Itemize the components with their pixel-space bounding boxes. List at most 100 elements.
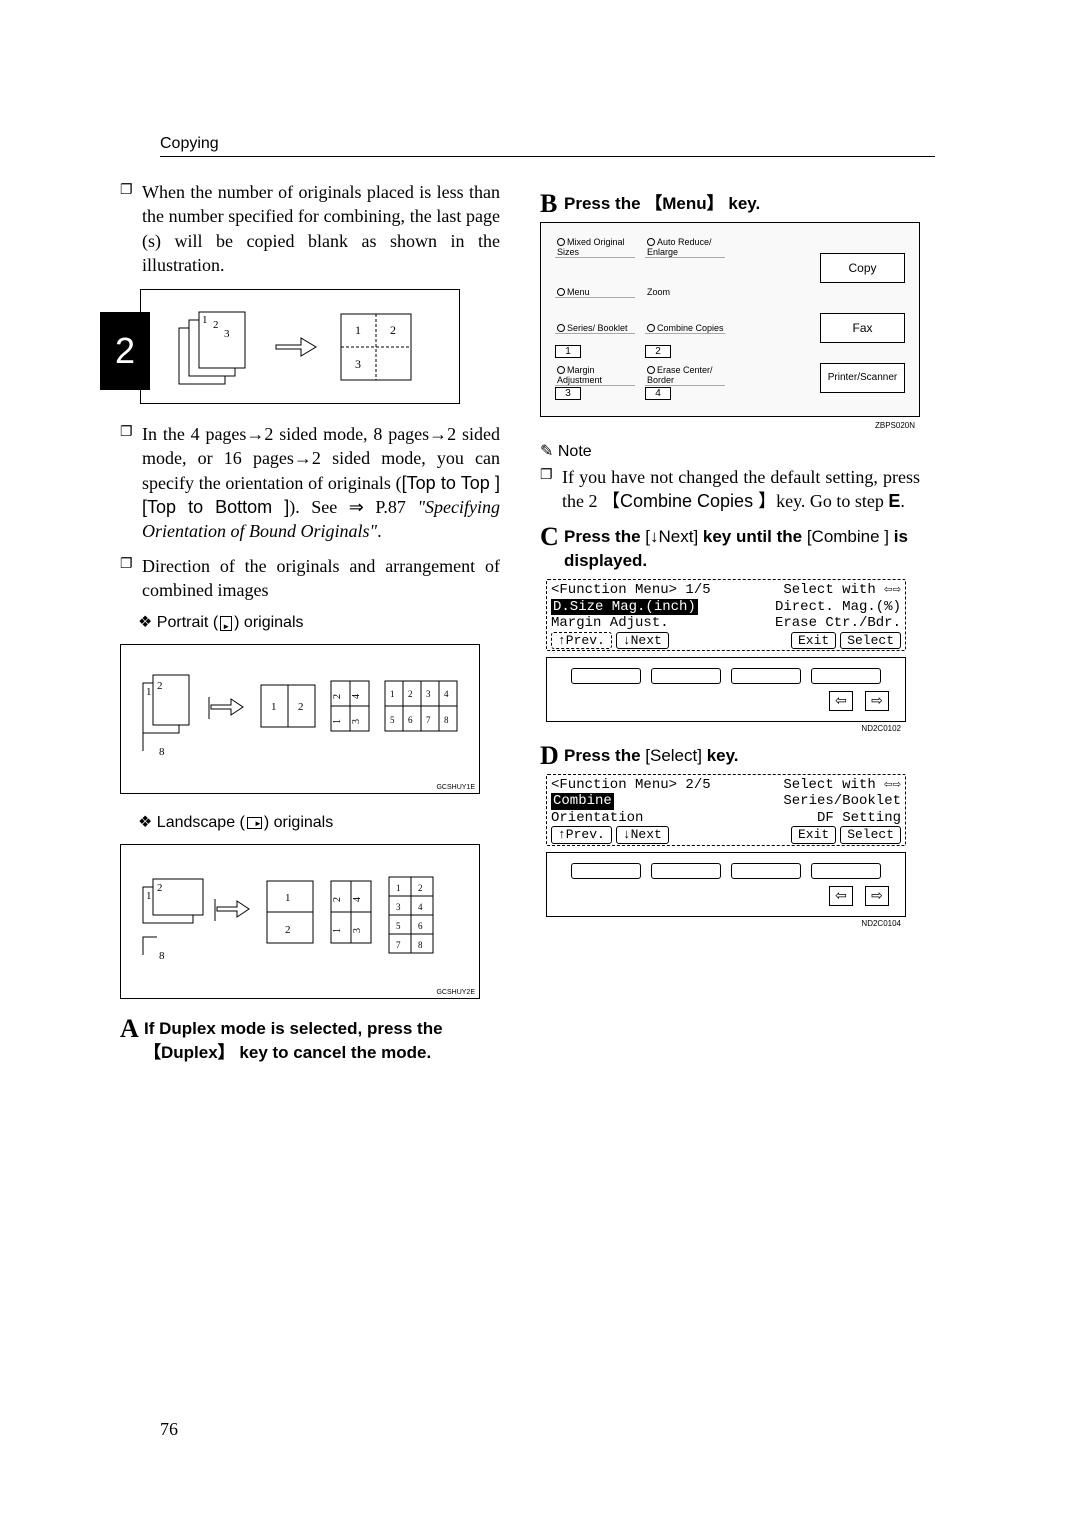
right-arrow-icon: ⇨: [865, 886, 889, 906]
arrow-keys-2: ⇦ ⇨: [829, 886, 889, 906]
soft-buttons-2-row: [571, 863, 881, 879]
svg-text:2: 2: [213, 319, 219, 331]
svg-text:1: 1: [285, 892, 291, 904]
para-less-originals: When the number of originals placed is l…: [120, 180, 500, 277]
panel-num-2: 2: [645, 345, 671, 358]
lcd1-select-button: Select: [840, 632, 901, 649]
step-c-text-a: Press the: [564, 527, 645, 546]
soft-button: [651, 668, 721, 684]
lcd1-row2: D.Size Mag.(inch)Direct. Mag.(%): [551, 599, 901, 616]
svg-text:2: 2: [408, 689, 413, 699]
step-a-text-b: key to cancel the mode.: [235, 1043, 432, 1062]
panel-copy-button: Copy: [820, 253, 905, 283]
diagram-landscape-label: GCSHUY2E: [436, 989, 475, 996]
para-orientation-b: ). See ⇒ P.87: [289, 497, 417, 517]
svg-text:4: 4: [352, 897, 363, 902]
panel-num-3: 3: [555, 387, 581, 400]
diagram-landscape: 1 2 8 1 2 2 4 1 3: [120, 844, 480, 999]
combine-copies-key: 【Combine Copies 】: [602, 491, 776, 511]
next-key: [↓Next]: [645, 527, 698, 546]
soft-button: [731, 668, 801, 684]
step-b-text-b: key.: [724, 194, 761, 213]
panel-erase: Erase Center/ Border: [645, 365, 725, 386]
lcd2-row3: OrientationDF Setting: [551, 810, 901, 827]
step-d-text-b: key.: [702, 746, 739, 765]
arrow-keys-1: ⇦ ⇨: [829, 691, 889, 711]
svg-text:1: 1: [146, 890, 152, 902]
svg-text:7: 7: [396, 940, 401, 950]
panel-fax-button: Fax: [820, 313, 905, 343]
lcd2-buttons: ↑Prev. ↓Next Exit Select: [551, 826, 901, 843]
portrait-icon: [220, 616, 232, 631]
svg-text:4: 4: [418, 902, 423, 912]
left-column: When the number of originals placed is l…: [120, 180, 500, 1071]
sub-portrait-b: ) originals: [234, 614, 303, 631]
step-c: C Press the [↓Next] key until the [Combi…: [540, 525, 920, 573]
svg-text:1: 1: [355, 323, 361, 337]
content-columns: When the number of originals placed is l…: [120, 180, 940, 1071]
diagram-blank-illustration: 1 2 3 1 2 3: [140, 289, 460, 404]
lcd2-row2: CombineSeries/Booklet: [551, 793, 901, 810]
control-panel-diagram: Mixed Original Sizes Auto Reduce/ Enlarg…: [540, 222, 920, 417]
svg-text:1: 1: [332, 719, 343, 724]
svg-text:2: 2: [157, 882, 163, 894]
lcd1-buttons: ↑Prev. ↓Next Exit Select: [551, 632, 901, 649]
svg-text:1: 1: [396, 883, 401, 893]
step-d-text-a: Press the: [564, 746, 645, 765]
svg-text:7: 7: [426, 715, 431, 725]
svg-text:1: 1: [271, 701, 277, 713]
note-para: If you have not changed the default sett…: [540, 465, 920, 514]
right-column: B Press the 【Menu】 key. Mixed Original S…: [540, 180, 920, 1071]
svg-text:2: 2: [298, 701, 304, 713]
panel-num-1: 1: [555, 345, 581, 358]
lcd-screen-2: <Function Menu> 2/5Select with ⇦⇨ Combin…: [546, 774, 906, 846]
option-top-to-bottom: [Top to Bottom ]: [142, 497, 289, 517]
panel-margin: Margin Adjustment: [555, 365, 635, 386]
svg-text:3: 3: [351, 719, 362, 724]
step-a-letter: A: [120, 1011, 139, 1047]
page-header: Copying: [160, 135, 935, 157]
combine-option: [Combine ]: [807, 527, 889, 546]
step-c-letter: C: [540, 519, 559, 555]
panel-printer-button: Printer/Scanner: [820, 363, 905, 393]
step-c-text-b: key until the: [698, 527, 807, 546]
panel-label: ZBPS020N: [875, 421, 915, 430]
soft-button: [651, 863, 721, 879]
step-b-text-a: Press the: [564, 194, 645, 213]
para-direction: Direction of the originals and arrangeme…: [120, 554, 500, 603]
panel-menu: Menu: [555, 287, 635, 298]
svg-text:5: 5: [390, 715, 395, 725]
soft-button: [731, 863, 801, 879]
svg-text:3: 3: [396, 902, 401, 912]
option-top-to-top: [Top to Top ]: [402, 473, 500, 493]
lcd2-next-button: ↓Next: [616, 826, 669, 843]
sub-landscape: Landscape () originals: [138, 812, 500, 832]
para-orientation: In the 4 pages→2 sided mode, 8 pages→2 s…: [120, 422, 500, 543]
panel-num-4: 4: [645, 387, 671, 400]
svg-text:1: 1: [202, 314, 208, 326]
svg-text:2: 2: [332, 897, 343, 902]
diagram-portrait: 1 2 8 1 2 2 4 1 3: [120, 644, 480, 794]
svg-text:4: 4: [444, 689, 449, 699]
lcd2-exit-button: Exit: [791, 826, 836, 843]
left-arrow-icon: ⇦: [829, 886, 853, 906]
svg-text:1: 1: [146, 686, 152, 698]
lcd-screen-1: <Function Menu> 1/5Select with ⇦⇨ D.Size…: [546, 579, 906, 651]
svg-text:2: 2: [332, 694, 343, 699]
sub-landscape-b: ) originals: [264, 814, 333, 831]
svg-text:2: 2: [157, 680, 163, 692]
duplex-key: 【Duplex】: [144, 1043, 235, 1062]
svg-text:8: 8: [418, 940, 423, 950]
svg-text:3: 3: [355, 357, 361, 371]
soft-button: [571, 668, 641, 684]
step-e-ref: E: [888, 491, 900, 511]
panel-zoom: Zoom: [645, 287, 725, 297]
right-arrow-icon: ⇨: [865, 691, 889, 711]
soft-buttons-2: ⇦ ⇨ ND2C0104: [546, 852, 906, 917]
diagram-portrait-label: GCSHUY1E: [436, 784, 475, 791]
menu-key: 【Menu】: [645, 194, 723, 213]
svg-text:3: 3: [426, 689, 431, 699]
panel-combine: Combine Copies: [645, 323, 725, 334]
panel-mixed-sizes: Mixed Original Sizes: [555, 237, 635, 258]
svg-text:2: 2: [390, 323, 396, 337]
